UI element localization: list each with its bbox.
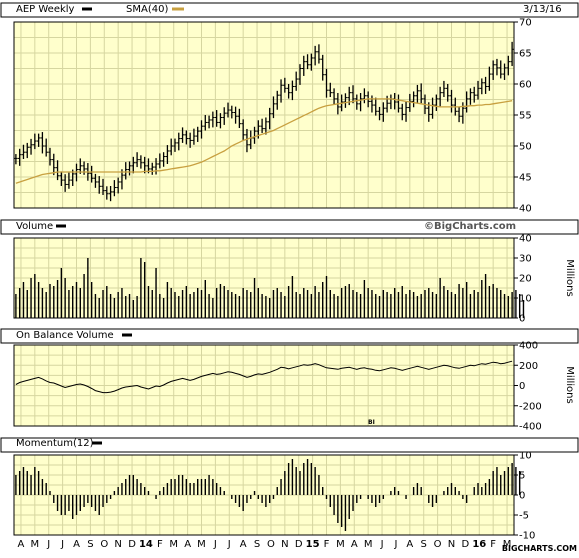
panel-border — [13, 237, 515, 319]
legend-aep-label: AEP Weekly — [16, 4, 75, 15]
sma-line — [15, 98, 513, 184]
x-tick-label: S — [254, 539, 260, 550]
x-tick-label: O — [434, 539, 442, 550]
x-tick-label: J — [380, 539, 384, 550]
x-tick-label: N — [114, 539, 121, 550]
y-tick-label: 60 — [519, 80, 532, 91]
x-tick-label: N — [448, 539, 455, 550]
watermark: ©BigCharts.com — [424, 221, 516, 232]
x-tick-label: M — [169, 539, 178, 550]
x-tick-label: N — [281, 539, 288, 550]
y-tick-label: -10 — [519, 531, 535, 542]
y-tick-label: 20 — [519, 274, 532, 285]
panel-border — [13, 454, 515, 536]
y-tick-label: 40 — [519, 204, 532, 215]
y-tick-label: 10 — [519, 451, 532, 462]
y-tick-label: -400 — [519, 422, 542, 433]
x-tick-label: F — [490, 539, 496, 550]
x-tick-label: M — [197, 539, 206, 550]
y-tick-label: 200 — [519, 361, 538, 372]
y-tick-label: 40 — [519, 234, 532, 245]
panel-border — [13, 344, 515, 427]
y-tick-label: 5 — [519, 471, 525, 482]
panel-title-strip — [0, 328, 579, 344]
x-tick-label: M — [31, 539, 40, 550]
panel-title-strip — [0, 437, 579, 453]
x-tick-label: 14 — [139, 539, 153, 550]
panel-title-strip — [0, 2, 579, 18]
y-tick-label: -200 — [519, 401, 542, 412]
obv-title: On Balance Volume — [16, 330, 114, 341]
y-tick-label: 400 — [519, 341, 538, 352]
y-tick-label: 30 — [519, 254, 532, 265]
x-tick-label: S — [87, 539, 93, 550]
x-tick-label: A — [240, 539, 247, 550]
x-tick-label: J — [60, 539, 64, 550]
x-tick-label: 16 — [472, 539, 486, 550]
x-tick-label: J — [46, 539, 50, 550]
x-tick-label: F — [157, 539, 163, 550]
x-tick-label: J — [393, 539, 397, 550]
panel-title-strip — [0, 219, 579, 235]
x-tick-label: M — [364, 539, 373, 550]
y-tick-label: 55 — [519, 111, 532, 122]
footer-brand: BIGCHARTS.COM — [502, 544, 577, 553]
x-tick-label: D — [128, 539, 136, 550]
volume-title: Volume — [16, 221, 53, 232]
x-tick-label: S — [421, 539, 427, 550]
x-tick-label: F — [324, 539, 330, 550]
momentum-title: Momentum(12) — [16, 438, 94, 449]
legend-sma-label: SMA(40) — [126, 4, 168, 15]
x-tick-label: A — [184, 539, 191, 550]
x-tick-label: O — [267, 539, 275, 550]
x-tick-label: A — [73, 539, 80, 550]
y-tick-label: -5 — [519, 511, 529, 522]
y-axis-label: Millions — [564, 259, 575, 296]
x-tick-label: J — [213, 539, 217, 550]
x-tick-label: M — [336, 539, 345, 550]
y-tick-label: 0 — [519, 491, 525, 502]
x-tick-label: A — [351, 539, 358, 550]
panel-border — [13, 21, 515, 209]
y-tick-label: 70 — [519, 18, 532, 29]
y-tick-label: 0 — [519, 381, 525, 392]
x-tick-label: 15 — [306, 539, 320, 550]
x-tick-label: D — [462, 539, 470, 550]
x-tick-label: O — [100, 539, 108, 550]
x-tick-label: A — [406, 539, 413, 550]
x-tick-label: A — [18, 539, 25, 550]
header-date: 3/13/16 — [523, 4, 562, 15]
y-tick-label: 10 — [519, 294, 532, 305]
y-tick-label: 50 — [519, 142, 532, 153]
x-tick-label: M — [503, 539, 512, 550]
y-tick-label: 45 — [519, 173, 532, 184]
obv-annotation: BI — [368, 419, 375, 426]
x-tick-label: J — [227, 539, 231, 550]
y-tick-label: 0 — [519, 314, 525, 325]
y-tick-label: 65 — [519, 49, 532, 60]
obv-line — [15, 360, 513, 394]
x-tick-label: D — [295, 539, 303, 550]
y-axis-label: Millions — [564, 366, 575, 403]
